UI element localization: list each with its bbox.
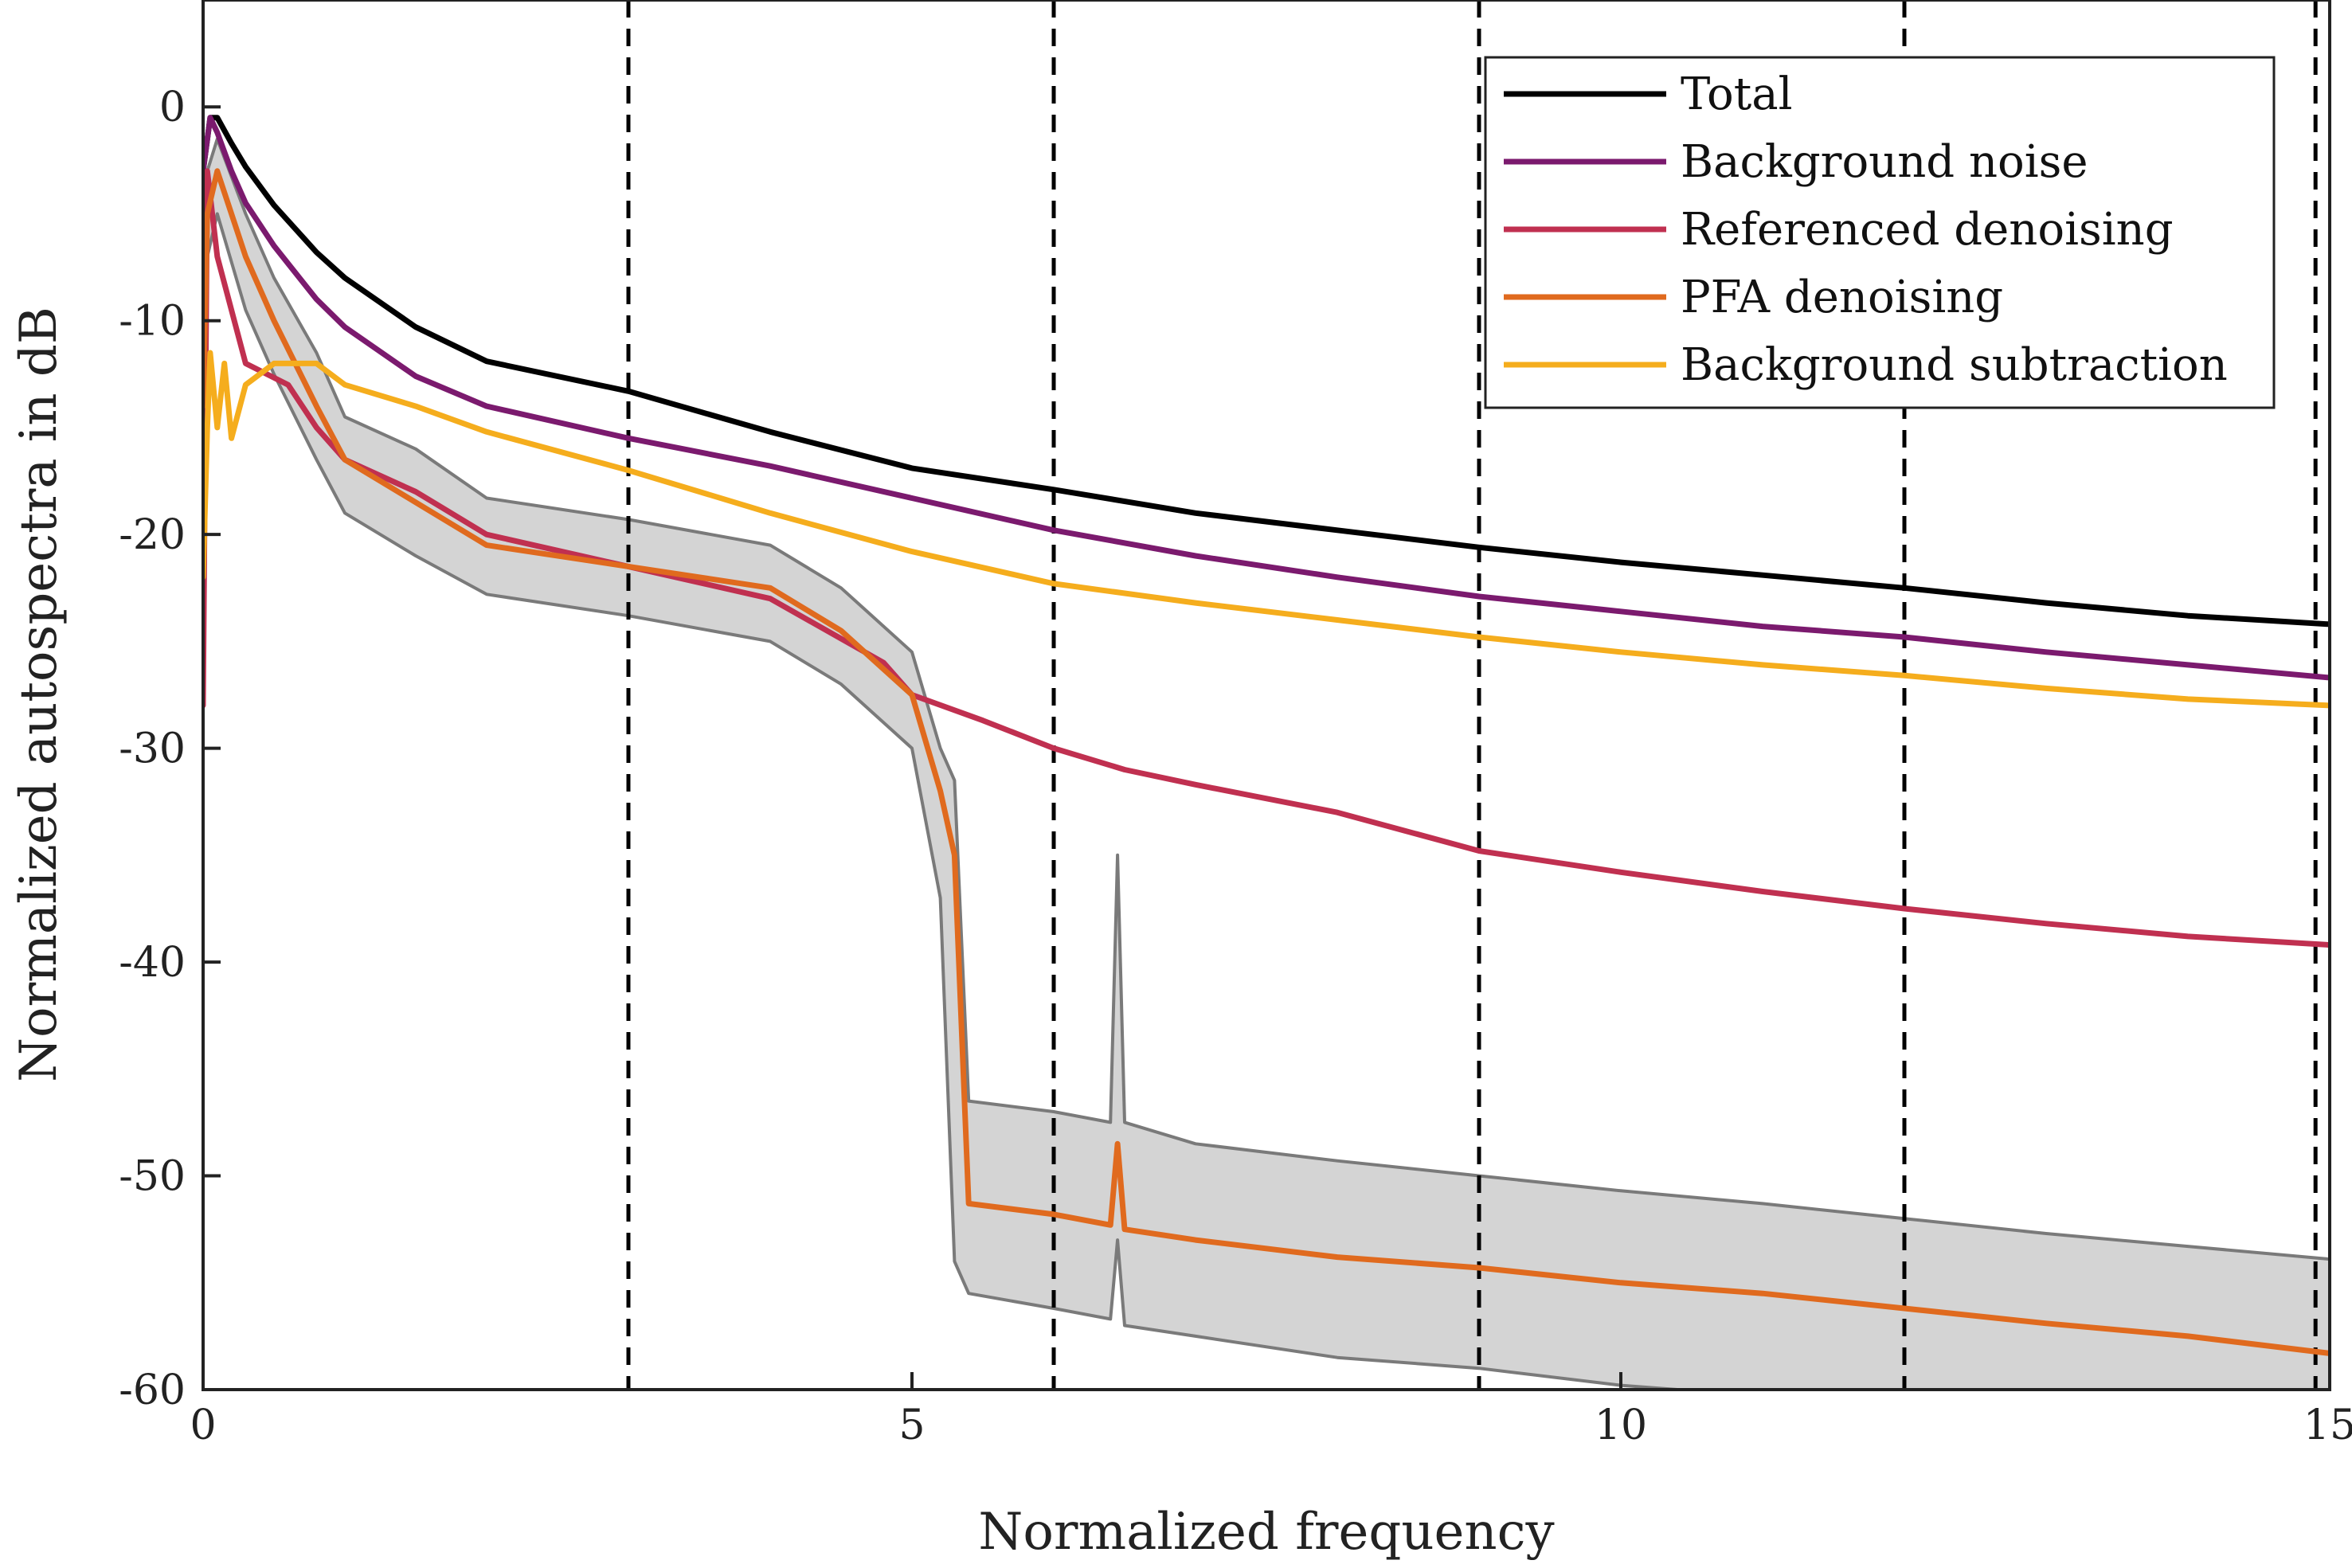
y-tick-label: -50	[119, 1153, 186, 1201]
y-tick-label: -40	[119, 939, 186, 987]
y-tick-label: -30	[119, 725, 186, 773]
y-axis-title: Normalized autospectra in dB	[10, 307, 68, 1082]
plot-frame	[202, 0, 2331, 1391]
x-axis-ticks: 0 5 10 15	[190, 1372, 2352, 1449]
y-axis-ticks: 0 -10 -20 -30 -40 -50 -60	[119, 84, 221, 1414]
y-tick-label: -20	[119, 511, 186, 559]
legend-label: Total	[1681, 68, 1793, 120]
y-tick-label: -10	[119, 298, 186, 346]
legend-label: Background subtraction	[1681, 339, 2228, 391]
series-line-total	[203, 115, 2330, 628]
x-tick-label: 15	[2303, 1402, 2352, 1449]
legend: Total Background noise Referenced denoisin…	[1484, 56, 2276, 409]
x-tick-label: 0	[190, 1402, 216, 1449]
series-line-background-noise	[203, 115, 2330, 681]
series-line-pfa-denoising	[203, 168, 2330, 1356]
legend-label: Referenced denoising	[1681, 204, 2174, 256]
y-tick-label: 0	[159, 84, 186, 131]
x-tick-label: 5	[898, 1402, 925, 1449]
legend-box	[1484, 56, 2276, 409]
series-lines	[203, 115, 2330, 1356]
x-tick-label: 10	[1595, 1402, 1647, 1449]
x-axis-title: Normalized frequency	[978, 1503, 1554, 1562]
y-tick-label: -60	[119, 1367, 186, 1414]
legend-label: PFA denoising	[1681, 272, 2003, 323]
legend-label: Background noise	[1681, 136, 2088, 188]
series-line-background-subtraction	[203, 350, 2330, 709]
uncertainty-band-fill	[203, 139, 2330, 1390]
uncertainty-band-upper-edge	[203, 137, 2330, 1261]
